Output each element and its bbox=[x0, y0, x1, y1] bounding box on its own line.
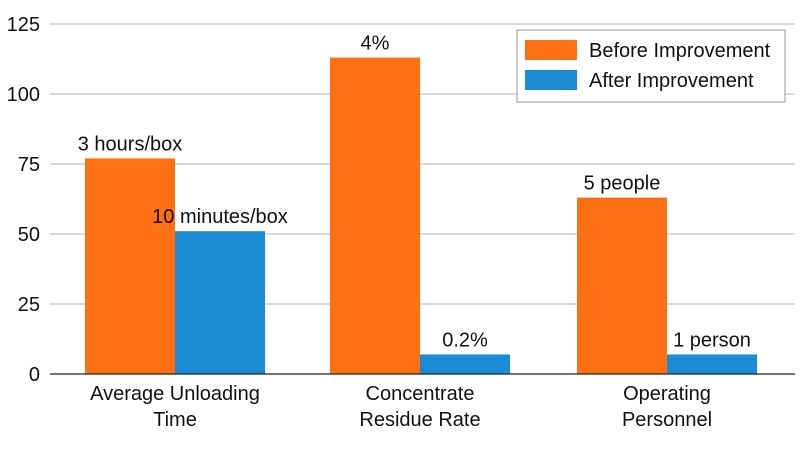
data-label: 0.2% bbox=[442, 329, 488, 351]
x-category-label-line: Concentrate bbox=[366, 383, 475, 405]
y-tick-label: 25 bbox=[18, 294, 40, 316]
data-label: 1 person bbox=[673, 329, 751, 351]
y-tick-label: 75 bbox=[18, 154, 40, 176]
bar-after-0 bbox=[175, 231, 265, 374]
data-label: 5 people bbox=[584, 173, 661, 195]
x-category-label-line: Average Unloading bbox=[90, 383, 260, 405]
y-tick-label: 100 bbox=[7, 84, 40, 106]
bar-before-0 bbox=[85, 158, 175, 374]
x-category-label: Average Unloading Time bbox=[90, 383, 260, 431]
x-category-label: Concentrate Residue Rate bbox=[359, 383, 480, 431]
data-labels: 3 hours/box 4% 5 people 10 minutes/box 0.2% 1… bbox=[78, 33, 751, 352]
x-category-label-line: Time bbox=[153, 409, 197, 431]
bar-before-2 bbox=[577, 197, 667, 374]
x-category-label-line: Operating bbox=[623, 383, 711, 405]
bars bbox=[85, 57, 757, 374]
y-axis-ticks: 0 25 50 75 100 125 bbox=[7, 14, 40, 386]
bar-before-1 bbox=[330, 57, 420, 374]
y-tick-label: 0 bbox=[29, 364, 40, 386]
bar-after-1 bbox=[420, 354, 510, 374]
legend-swatch bbox=[525, 40, 577, 60]
data-label: 4% bbox=[361, 33, 390, 55]
y-tick-label: 125 bbox=[7, 14, 40, 36]
data-label: 10 minutes/box bbox=[152, 206, 288, 228]
x-category-label: Operating Personnel bbox=[622, 383, 712, 431]
legend-label: After Improvement bbox=[589, 70, 754, 92]
y-tick-label: 50 bbox=[18, 224, 40, 246]
bar-after-2 bbox=[667, 354, 757, 374]
data-label: 3 hours/box bbox=[78, 133, 183, 155]
x-category-label-line: Personnel bbox=[622, 409, 712, 431]
category-labels: Average Unloading Time Concentrate Residue … bbox=[90, 383, 712, 431]
legend: Before Improvement After Improvement bbox=[516, 29, 786, 103]
legend-swatch bbox=[525, 70, 577, 90]
legend-label: Before Improvement bbox=[589, 40, 771, 62]
x-category-label-line: Residue Rate bbox=[359, 409, 480, 431]
